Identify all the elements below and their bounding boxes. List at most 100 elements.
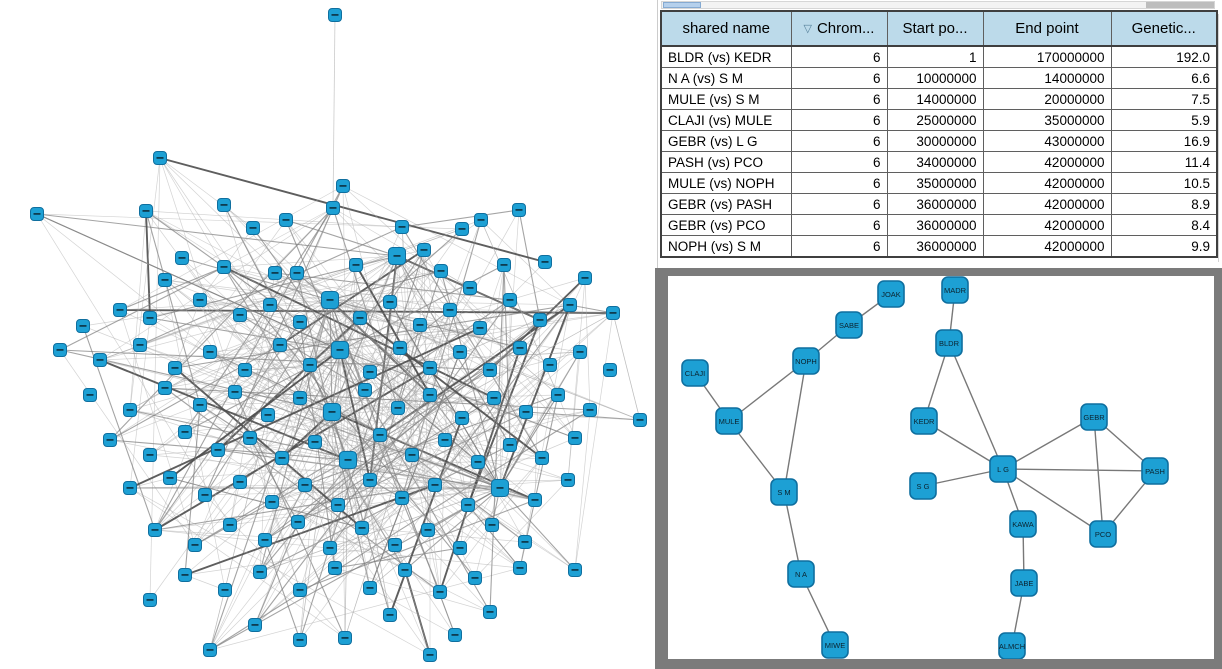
column-header-chrom[interactable]: ▽ Chrom... (790, 10, 888, 47)
table-cell[interactable]: 36000000 (886, 193, 984, 215)
table-cell[interactable]: 34000000 (886, 151, 984, 173)
table-cell[interactable]: GEBR (vs) PCO (660, 214, 792, 236)
table-cell[interactable]: 42000000 (982, 193, 1112, 215)
table-row[interactable]: BLDR (vs) KEDR 6 1 170000000 192.0 (660, 45, 1218, 68)
network-node-n-a[interactable] (787, 560, 815, 588)
table-cell[interactable]: 6.6 (1110, 67, 1218, 89)
table-cell[interactable]: MULE (vs) S M (660, 88, 792, 110)
table-cell[interactable]: 42000000 (982, 172, 1112, 194)
table-cell[interactable]: GEBR (vs) PASH (660, 193, 792, 215)
table-cell[interactable]: N A (vs) S M (660, 67, 792, 89)
column-header-genetic[interactable]: Genetic... (1110, 10, 1218, 47)
table-cell[interactable]: 16.9 (1110, 130, 1218, 152)
column-header-shared-name[interactable]: shared name (660, 10, 792, 47)
node-label-smudge (464, 504, 472, 506)
table-row[interactable]: MULE (vs) S M 6 14000000 20000000 7.5 (660, 88, 1218, 110)
table-cell[interactable]: 43000000 (982, 130, 1112, 152)
table-cell[interactable]: 170000000 (982, 45, 1112, 68)
table-cell[interactable]: 30000000 (886, 130, 984, 152)
table-cell[interactable]: 35000000 (886, 172, 984, 194)
table-row[interactable]: GEBR (vs) PCO 6 36000000 42000000 8.4 (660, 214, 1218, 236)
network-node-l-g[interactable] (989, 455, 1017, 483)
table-row[interactable]: NOPH (vs) S M 6 36000000 42000000 9.9 (660, 235, 1218, 258)
network-edge (36, 213, 398, 257)
table-vertical-scrollbar[interactable] (1218, 14, 1219, 262)
table-cell[interactable]: 42000000 (982, 151, 1112, 173)
overview-network-canvas[interactable] (0, 0, 655, 669)
table-cell[interactable]: 9.9 (1110, 235, 1218, 258)
table-cell[interactable]: 6 (790, 88, 888, 110)
table-cell[interactable]: 6 (790, 45, 888, 68)
detail-network-viewport[interactable]: JOAK SABE NOPH CLAJI MULE S M N A MIWE MADR BLDR K… (668, 276, 1214, 659)
network-node-kedr[interactable] (910, 407, 938, 435)
network-edge (145, 210, 403, 228)
table-cell[interactable]: 192.0 (1110, 45, 1218, 68)
table-cell[interactable]: 6 (790, 67, 888, 89)
table-cell[interactable]: NOPH (vs) S M (660, 235, 792, 258)
network-node-s-g[interactable] (909, 472, 937, 500)
filter-icon[interactable]: ▽ (803, 23, 812, 35)
table-cell[interactable]: 11.4 (1110, 151, 1218, 173)
table-cell[interactable]: 42000000 (982, 235, 1112, 258)
table-cell[interactable]: 6 (790, 130, 888, 152)
network-edge (1093, 416, 1104, 535)
table-cell[interactable]: 8.9 (1110, 193, 1218, 215)
table-row[interactable]: PASH (vs) PCO 6 34000000 42000000 11.4 (660, 151, 1218, 173)
attribute-table[interactable]: shared name ▽ Chrom... Start po... End point… (660, 10, 1218, 258)
table-row[interactable]: GEBR (vs) PASH 6 36000000 42000000 8.9 (660, 193, 1218, 215)
table-cell[interactable]: BLDR (vs) KEDR (660, 45, 792, 68)
table-horizontal-scrollbar[interactable] (661, 1, 1215, 9)
network-node-mule[interactable] (715, 407, 743, 435)
table-cell[interactable]: 7.5 (1110, 88, 1218, 110)
network-node-gebr[interactable] (1080, 403, 1108, 431)
network-node-kawa[interactable] (1009, 510, 1037, 538)
network-node-miwe[interactable] (821, 631, 849, 659)
network-node-joak[interactable] (877, 280, 905, 308)
network-node-jabe[interactable] (1010, 569, 1038, 597)
table-cell[interactable]: 6 (790, 151, 888, 173)
table-cell[interactable]: 14000000 (886, 88, 984, 110)
network-node-bldr[interactable] (935, 329, 963, 357)
overview-network-panel[interactable] (0, 0, 655, 669)
table-cell[interactable]: PASH (vs) PCO (660, 151, 792, 173)
table-cell[interactable]: 42000000 (982, 214, 1112, 236)
network-node-claji[interactable] (681, 359, 709, 387)
table-row[interactable]: GEBR (vs) L G 6 30000000 43000000 16.9 (660, 130, 1218, 152)
table-cell[interactable]: 35000000 (982, 109, 1112, 131)
node-label-smudge (398, 497, 406, 499)
table-cell[interactable]: 1 (886, 45, 984, 68)
scrollbar-thumb[interactable] (663, 2, 701, 8)
table-row[interactable]: MULE (vs) NOPH 6 35000000 42000000 10.5 (660, 172, 1218, 194)
table-cell[interactable]: 10000000 (886, 67, 984, 89)
table-cell[interactable]: 6 (790, 214, 888, 236)
table-cell[interactable]: CLAJI (vs) MULE (660, 109, 792, 131)
table-cell[interactable]: 6 (790, 172, 888, 194)
table-cell[interactable]: 6 (790, 235, 888, 258)
column-header-start-po[interactable]: Start po... (886, 10, 984, 47)
network-node-pash[interactable] (1141, 457, 1169, 485)
table-cell[interactable]: GEBR (vs) L G (660, 130, 792, 152)
network-node-sabe[interactable] (835, 311, 863, 339)
table-cell[interactable]: 14000000 (982, 67, 1112, 89)
table-cell[interactable]: 25000000 (886, 109, 984, 131)
network-node-almch[interactable] (998, 632, 1026, 659)
detail-network-canvas[interactable]: JOAK SABE NOPH CLAJI MULE S M N A MIWE MADR BLDR K… (668, 276, 1214, 659)
table-cell[interactable]: 36000000 (886, 214, 984, 236)
table-cell[interactable]: MULE (vs) NOPH (660, 172, 792, 194)
table-cell[interactable]: 6 (790, 109, 888, 131)
column-header-end-point[interactable]: End point (982, 10, 1112, 47)
table-cell[interactable]: 6 (790, 193, 888, 215)
table-cell[interactable]: 8.4 (1110, 214, 1218, 236)
table-row[interactable]: CLAJI (vs) MULE 6 25000000 35000000 5.9 (660, 109, 1218, 131)
network-node-madr[interactable] (941, 276, 969, 304)
network-node-s-m[interactable] (770, 478, 798, 506)
table-cell[interactable]: 36000000 (886, 235, 984, 258)
network-edge (296, 272, 371, 589)
table-cell[interactable]: 5.9 (1110, 109, 1218, 131)
network-edge (342, 185, 521, 349)
network-node-noph[interactable] (792, 347, 820, 375)
table-row[interactable]: N A (vs) S M 6 10000000 14000000 6.6 (660, 67, 1218, 89)
table-cell[interactable]: 20000000 (982, 88, 1112, 110)
table-cell[interactable]: 10.5 (1110, 172, 1218, 194)
network-node-pco[interactable] (1089, 520, 1117, 548)
